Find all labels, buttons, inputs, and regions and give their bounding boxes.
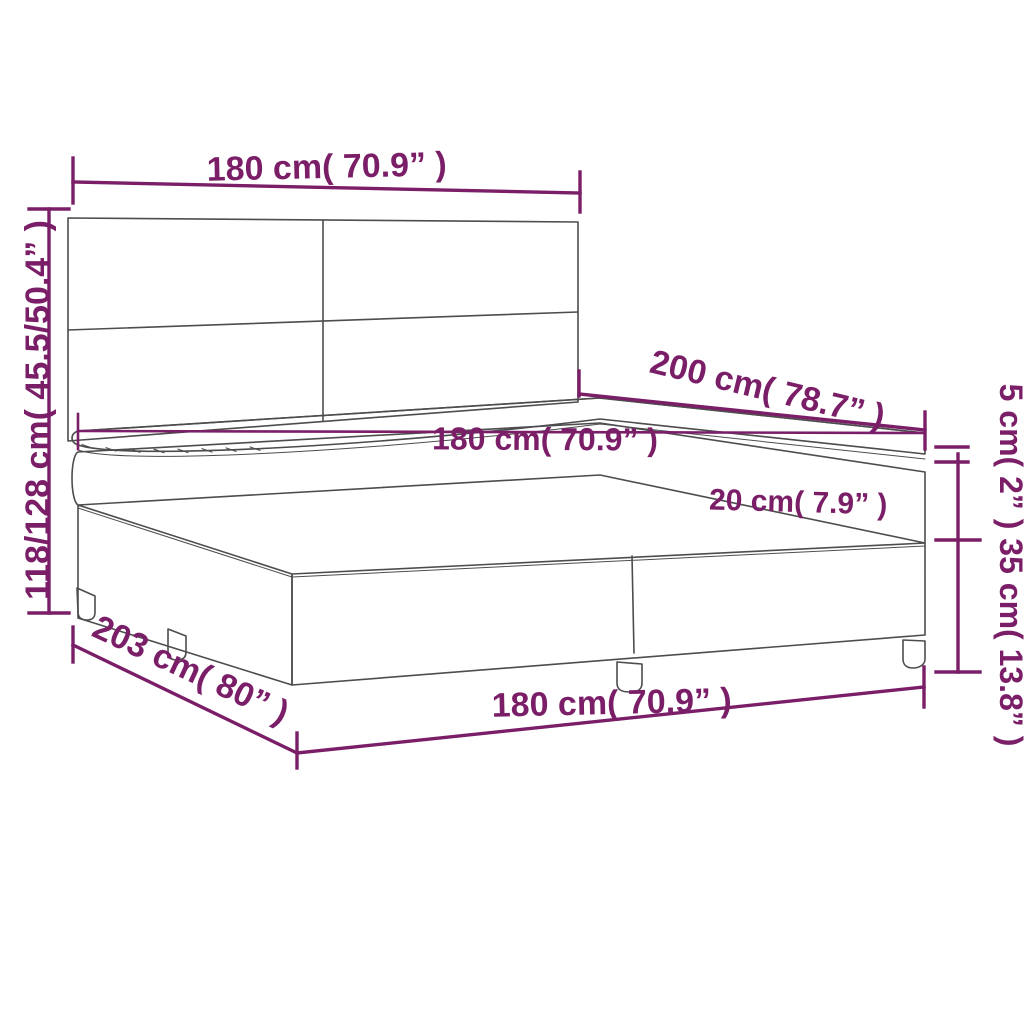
svg-text:5 cm( 2” ) 35 cm( 13.8” ): 5 cm( 2” ) 35 cm( 13.8” ) [993, 384, 1024, 747]
svg-text:118/128 cm( 45.5/50.4” ): 118/128 cm( 45.5/50.4” ) [19, 220, 57, 600]
svg-text:180 cm( 70.9” ): 180 cm( 70.9” ) [491, 681, 732, 724]
svg-text:20 cm( 7.9” ): 20 cm( 7.9” ) [709, 484, 888, 522]
svg-text:180 cm( 70.9” ): 180 cm( 70.9” ) [432, 420, 658, 457]
svg-text:180 cm( 70.9” ): 180 cm( 70.9” ) [206, 145, 447, 188]
